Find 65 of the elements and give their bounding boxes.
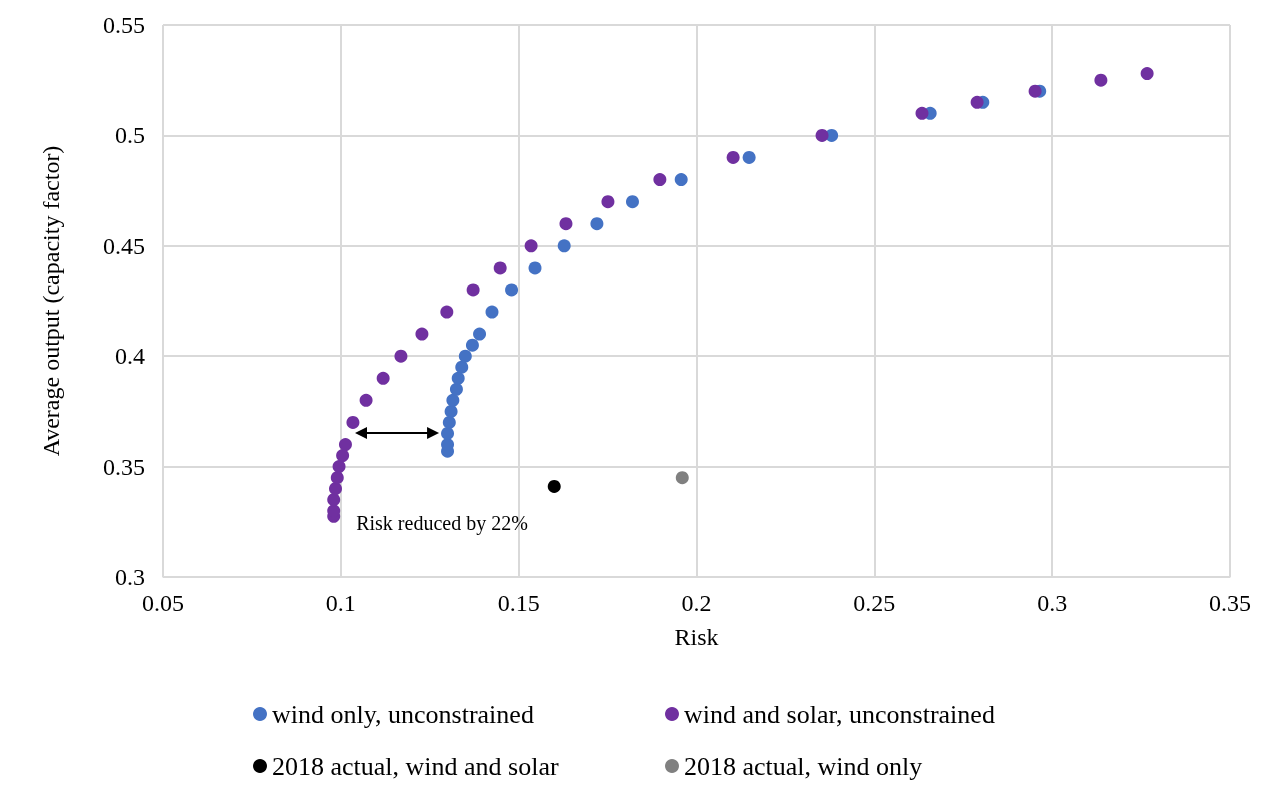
y-tick-label: 0.35 (103, 453, 145, 480)
point (446, 393, 460, 407)
point (1140, 67, 1154, 81)
point (557, 239, 571, 253)
point (625, 195, 639, 209)
point (455, 360, 469, 374)
legend-label: 2018 actual, wind and solar (272, 751, 559, 781)
point (442, 415, 456, 429)
point (1028, 84, 1042, 98)
y-tick-label: 0.5 (115, 122, 145, 149)
point (742, 150, 756, 164)
point (970, 95, 984, 109)
x-tick-label: 0.25 (853, 590, 896, 616)
point (674, 173, 688, 187)
y-tick-label: 0.45 (103, 232, 145, 259)
x-tick-label: 0.05 (142, 590, 184, 616)
point (528, 261, 542, 275)
point (332, 460, 346, 474)
point (653, 173, 667, 187)
point (601, 195, 615, 209)
y-tick-label: 0.4 (115, 343, 145, 370)
legend-label: wind only, unconstrained (272, 699, 534, 729)
legend-label: 2018 actual, wind only (684, 751, 923, 781)
point (465, 338, 479, 352)
annotation: Risk reduced by 22% (356, 512, 528, 535)
point (473, 327, 487, 341)
y-tick-label: 0.55 (103, 12, 145, 38)
point (675, 471, 689, 485)
y-tick-label: 0.3 (115, 564, 145, 590)
point (336, 449, 350, 463)
point (505, 283, 519, 297)
legend-label: wind and solar, unconstrained (684, 699, 995, 729)
point (493, 261, 507, 275)
point (330, 471, 344, 485)
point (547, 479, 561, 493)
point (915, 106, 929, 120)
point (1094, 73, 1108, 87)
point (590, 217, 604, 231)
point (815, 128, 829, 142)
point (329, 482, 342, 496)
point (466, 283, 480, 297)
point (458, 349, 472, 363)
point (444, 404, 458, 418)
y-axis-title: Average output (capacity factor) (38, 145, 64, 457)
point (726, 150, 740, 164)
point (440, 305, 454, 319)
point (449, 382, 463, 396)
point (451, 371, 465, 385)
point (485, 305, 499, 319)
x-tick-label: 0.2 (681, 590, 712, 616)
point (524, 239, 538, 253)
point (327, 493, 341, 507)
point (338, 438, 352, 452)
point (376, 371, 390, 385)
x-tick-label: 0.3 (1037, 590, 1068, 616)
x-tick-label: 0.1 (325, 590, 356, 616)
point (559, 217, 573, 231)
point (346, 415, 360, 429)
point (394, 349, 408, 363)
x-tick-label: 0.35 (1209, 590, 1251, 616)
point (441, 426, 455, 440)
x-tick-label: 0.15 (497, 590, 540, 616)
point (415, 327, 429, 341)
point (359, 393, 373, 407)
x-axis-title: Risk (674, 624, 719, 650)
